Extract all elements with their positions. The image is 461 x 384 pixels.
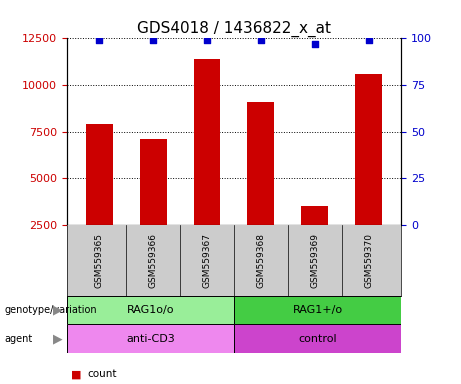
Bar	[140, 139, 166, 225]
Title: GDS4018 / 1436822_x_at: GDS4018 / 1436822_x_at	[137, 21, 331, 37]
Point	[203, 37, 211, 43]
Text: RAG1+/o: RAG1+/o	[292, 305, 343, 315]
Point	[257, 37, 265, 43]
Bar	[301, 206, 328, 225]
Text: agent: agent	[5, 334, 33, 344]
Text: ▶: ▶	[53, 304, 62, 316]
Bar	[86, 124, 112, 225]
Bar	[248, 102, 274, 225]
Bar	[194, 59, 220, 225]
Text: GSM559369: GSM559369	[310, 233, 319, 288]
Text: count: count	[88, 369, 117, 379]
Text: control: control	[298, 334, 337, 344]
Point	[365, 37, 372, 43]
Text: GSM559366: GSM559366	[148, 233, 158, 288]
Bar	[67, 296, 234, 324]
Text: GSM559365: GSM559365	[95, 233, 104, 288]
Text: GSM559368: GSM559368	[256, 233, 266, 288]
Point	[311, 41, 319, 47]
Point	[95, 37, 103, 43]
Text: GSM559370: GSM559370	[364, 233, 373, 288]
Text: GSM559367: GSM559367	[202, 233, 212, 288]
Point	[149, 37, 157, 43]
Bar	[67, 324, 234, 353]
Bar	[355, 74, 382, 225]
Text: ■: ■	[71, 369, 82, 379]
Bar	[234, 324, 401, 353]
Bar	[234, 296, 401, 324]
Text: RAG1o/o: RAG1o/o	[127, 305, 174, 315]
Text: anti-CD3: anti-CD3	[126, 334, 175, 344]
Text: genotype/variation: genotype/variation	[5, 305, 97, 315]
Text: ▶: ▶	[53, 333, 62, 345]
